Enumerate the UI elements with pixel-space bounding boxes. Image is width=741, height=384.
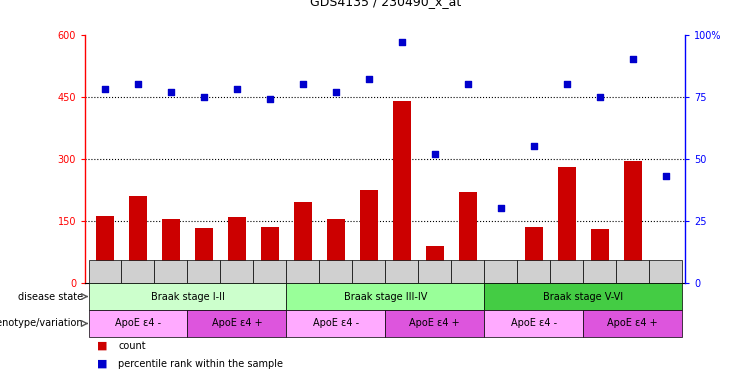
Bar <box>451 260 485 283</box>
Bar <box>154 260 187 283</box>
Point <box>330 89 342 95</box>
Bar <box>227 217 246 283</box>
Bar <box>187 310 286 337</box>
Text: Braak stage I-II: Braak stage I-II <box>150 291 225 301</box>
Point <box>99 86 111 92</box>
Point <box>297 81 309 87</box>
Bar <box>360 190 378 283</box>
Text: ApoE ε4 -: ApoE ε4 - <box>313 318 359 328</box>
Bar <box>88 310 187 337</box>
Bar <box>286 283 485 310</box>
Point <box>132 81 144 87</box>
Text: ApoE ε4 -: ApoE ε4 - <box>115 318 161 328</box>
Text: ■: ■ <box>97 341 107 351</box>
Title: GDS4135 / 230490_x_at: GDS4135 / 230490_x_at <box>310 0 461 8</box>
Text: Braak stage III-IV: Braak stage III-IV <box>344 291 427 301</box>
Bar <box>517 260 551 283</box>
Bar <box>426 246 444 283</box>
Point <box>495 205 507 212</box>
Bar <box>327 219 345 283</box>
Text: Braak stage V-VI: Braak stage V-VI <box>543 291 623 301</box>
Bar <box>558 167 576 283</box>
Bar <box>286 310 385 337</box>
Bar <box>459 192 477 283</box>
Bar <box>617 260 649 283</box>
Bar <box>187 260 220 283</box>
Point <box>659 173 671 179</box>
Bar <box>624 161 642 283</box>
Bar <box>88 260 122 283</box>
Bar <box>385 260 419 283</box>
Bar <box>385 310 485 337</box>
Point <box>429 151 441 157</box>
Bar <box>551 260 583 283</box>
Bar <box>649 260 682 283</box>
Bar <box>253 260 286 283</box>
Bar <box>393 101 411 283</box>
Bar <box>657 265 675 283</box>
Text: ApoE ε4 -: ApoE ε4 - <box>511 318 556 328</box>
Bar <box>525 227 543 283</box>
Bar <box>419 260 451 283</box>
Bar <box>220 260 253 283</box>
Bar <box>485 310 583 337</box>
Bar <box>162 219 180 283</box>
Bar <box>96 215 114 283</box>
Point <box>165 89 177 95</box>
Point <box>231 86 243 92</box>
Bar <box>129 196 147 283</box>
Text: disease state: disease state <box>19 291 84 301</box>
Bar <box>195 228 213 283</box>
Text: ApoE ε4 +: ApoE ε4 + <box>212 318 262 328</box>
Bar <box>583 310 682 337</box>
Bar <box>261 227 279 283</box>
Bar <box>286 260 319 283</box>
Bar <box>485 283 682 310</box>
Bar <box>293 202 312 283</box>
Point <box>462 81 473 87</box>
Point <box>396 39 408 45</box>
Text: count: count <box>119 341 146 351</box>
Point <box>627 56 639 63</box>
Bar <box>583 260 617 283</box>
Bar <box>485 260 517 283</box>
Text: ApoE ε4 +: ApoE ε4 + <box>410 318 460 328</box>
Point <box>528 143 539 149</box>
Bar <box>319 260 352 283</box>
Text: percentile rank within the sample: percentile rank within the sample <box>119 359 283 369</box>
Bar <box>591 229 609 283</box>
Text: genotype/variation: genotype/variation <box>0 318 84 328</box>
Point <box>594 94 605 100</box>
Bar <box>492 271 510 283</box>
Point <box>561 81 573 87</box>
Point <box>198 94 210 100</box>
Point <box>264 96 276 102</box>
Text: ApoE ε4 +: ApoE ε4 + <box>608 318 658 328</box>
Bar <box>122 260 154 283</box>
Bar <box>352 260 385 283</box>
Text: ■: ■ <box>97 359 107 369</box>
Point <box>363 76 375 82</box>
Bar <box>88 283 286 310</box>
